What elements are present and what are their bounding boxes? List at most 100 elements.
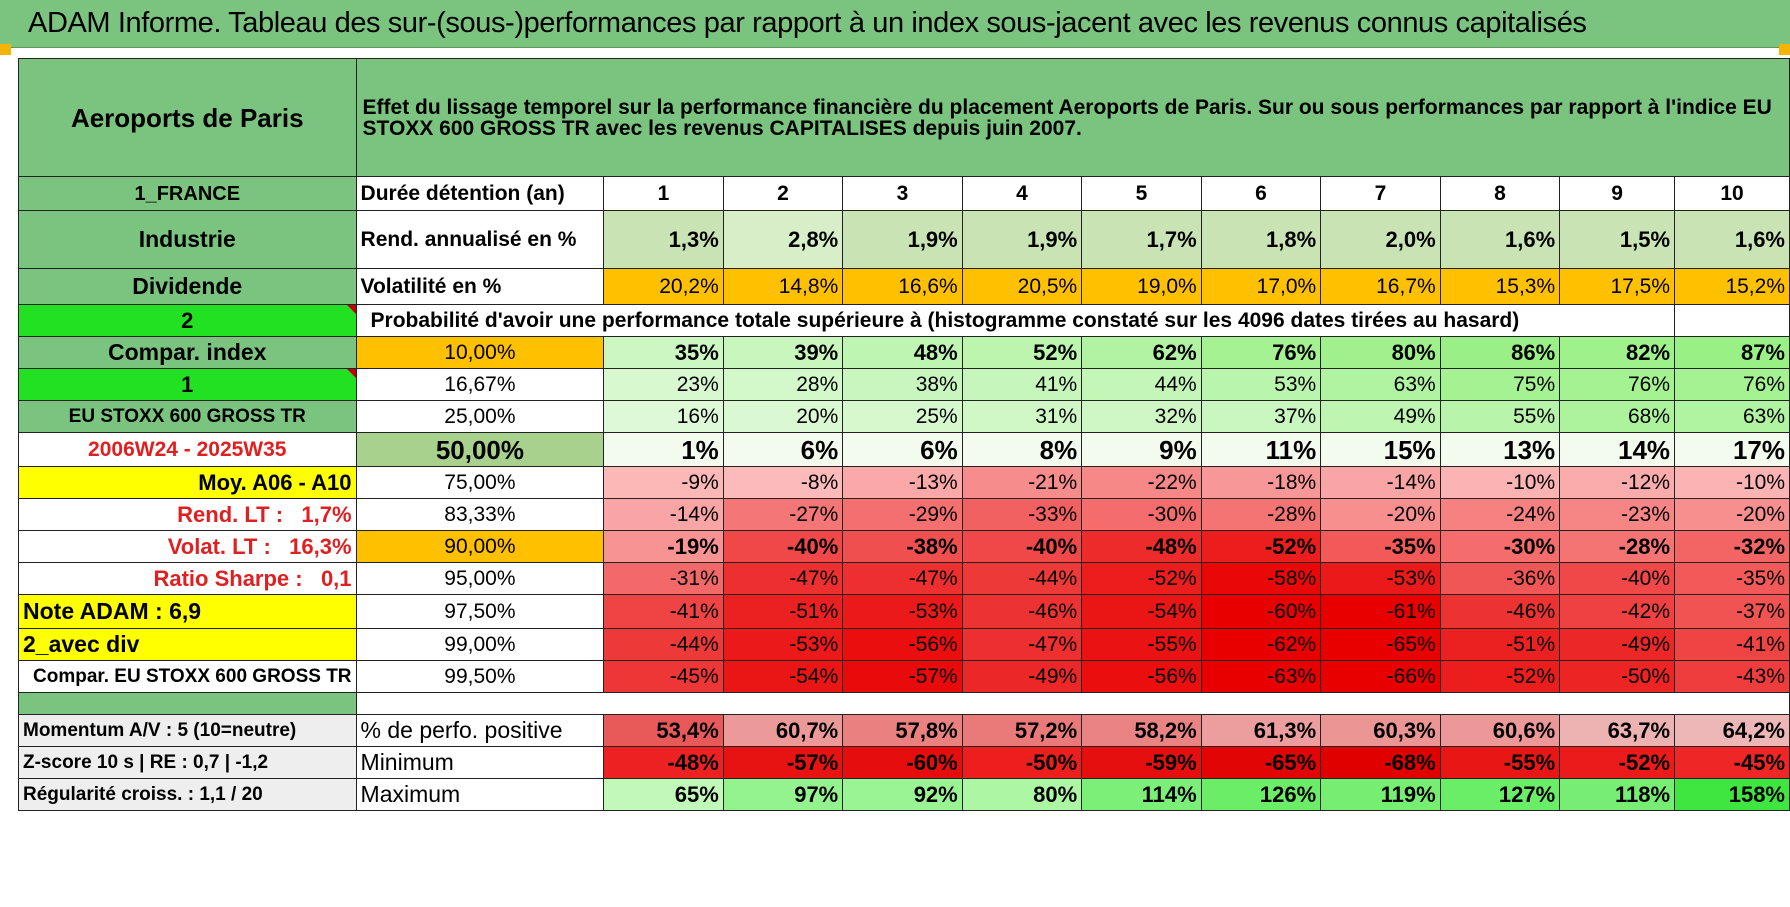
- rend-cell: 1,5%: [1559, 210, 1676, 269]
- probability-cell: -62%: [1200, 628, 1322, 661]
- maximum-cell: 114%: [1081, 778, 1202, 811]
- probability-cell: -51%: [1439, 628, 1561, 661]
- probability-cell: -20%: [1674, 498, 1790, 531]
- zscore-label: Z-score 10 s | RE : 0,7 | -1,2: [18, 746, 357, 779]
- year-header: 8: [1439, 176, 1561, 211]
- positive-cell: 60,6%: [1439, 714, 1561, 747]
- probability-cell: -47%: [722, 562, 844, 595]
- positive-cell: 58,2%: [1081, 714, 1202, 747]
- positive-cell: 60,7%: [722, 714, 844, 747]
- probability-cell: -33%: [961, 498, 1083, 531]
- gap-cell: [18, 692, 357, 715]
- probability-cell: 20%: [722, 400, 844, 433]
- probability-cell: -14%: [1320, 466, 1441, 499]
- sector-label: Industrie: [18, 210, 357, 269]
- probability-cell: 44%: [1081, 368, 1202, 401]
- probability-cell: -30%: [1439, 530, 1561, 563]
- probability-cell: -24%: [1439, 498, 1561, 531]
- probability-cell: -28%: [1200, 498, 1322, 531]
- probability-cell: -22%: [1081, 466, 1202, 499]
- probability-cell: 32%: [1081, 400, 1202, 433]
- regularite-label: Régularité croiss. : 1,1 / 20: [18, 778, 357, 811]
- probability-cell: 62%: [1081, 336, 1202, 369]
- probability-cell: 15%: [1320, 432, 1441, 467]
- empty-cell: [1559, 304, 1676, 337]
- probability-cell: -57%: [842, 660, 963, 693]
- performance-table: Aeroports de Paris Effet du lissage temp…: [18, 58, 1790, 811]
- probability-cell: 23%: [603, 368, 724, 401]
- country-label: 1_FRANCE: [18, 176, 357, 211]
- probability-cell: 6%: [842, 432, 963, 467]
- probability-cell: 49%: [1320, 400, 1441, 433]
- minimum-cell: -50%: [961, 746, 1083, 779]
- probability-cell: 53%: [1200, 368, 1322, 401]
- positive-cell: 57,2%: [961, 714, 1083, 747]
- momentum-label: Momentum A/V : 5 (10=neutre): [18, 714, 357, 747]
- probability-cell: -53%: [722, 628, 844, 661]
- level-cell: 10,00%: [355, 336, 605, 369]
- year-header: 3: [842, 176, 963, 211]
- probability-cell: 48%: [842, 336, 963, 369]
- probability-cell: 63%: [1674, 400, 1790, 433]
- gap-cell: [355, 692, 1790, 715]
- probability-cell: -46%: [1439, 594, 1561, 629]
- year-header: 9: [1559, 176, 1676, 211]
- probability-cell: 68%: [1559, 400, 1676, 433]
- probability-cell: -8%: [722, 466, 844, 499]
- probability-cell: 76%: [1559, 368, 1676, 401]
- probability-cell: -49%: [1559, 628, 1676, 661]
- prob-title: Probabilité d'avoir une performance tota…: [355, 304, 1560, 337]
- corner-marker: [1779, 44, 1790, 55]
- probability-cell: -23%: [1559, 498, 1676, 531]
- level-cell: 90,00%: [355, 530, 605, 563]
- probability-cell: -48%: [1081, 530, 1202, 563]
- probability-cell: -42%: [1559, 594, 1676, 629]
- year-header: 7: [1320, 176, 1441, 211]
- probability-cell: 6%: [722, 432, 844, 467]
- probability-cell: -31%: [603, 562, 724, 595]
- probability-cell: -12%: [1559, 466, 1676, 499]
- probability-cell: -66%: [1320, 660, 1441, 693]
- probability-cell: -51%: [722, 594, 844, 629]
- probability-cell: -9%: [603, 466, 724, 499]
- compar-label: Compar. EU STOXX 600 GROSS TR: [18, 660, 357, 693]
- probability-cell: -41%: [1674, 628, 1790, 661]
- probability-cell: -65%: [1320, 628, 1441, 661]
- empty-cell: [1674, 304, 1790, 337]
- max-label: Maximum: [355, 778, 605, 811]
- maximum-cell: 127%: [1439, 778, 1561, 811]
- dividend-label: Dividende: [18, 268, 357, 305]
- positive-cell: 63,7%: [1559, 714, 1676, 747]
- probability-cell: -61%: [1320, 594, 1441, 629]
- year-header: 4: [961, 176, 1083, 211]
- minimum-cell: -45%: [1674, 746, 1790, 779]
- probability-cell: -37%: [1674, 594, 1790, 629]
- probability-cell: -45%: [603, 660, 724, 693]
- probability-cell: 55%: [1439, 400, 1561, 433]
- maximum-cell: 118%: [1559, 778, 1676, 811]
- level-cell: 99,00%: [355, 628, 605, 661]
- rend-cell: 1,9%: [842, 210, 963, 269]
- probability-cell: 11%: [1200, 432, 1322, 467]
- probability-cell: -53%: [1320, 562, 1441, 595]
- minimum-cell: -48%: [603, 746, 724, 779]
- probability-cell: 17%: [1674, 432, 1790, 467]
- probability-cell: -40%: [722, 530, 844, 563]
- probability-cell: -47%: [961, 628, 1083, 661]
- probability-cell: -30%: [1081, 498, 1202, 531]
- probability-cell: 41%: [961, 368, 1083, 401]
- volatility-cell: 15,3%: [1439, 268, 1561, 305]
- volatility-cell: 15,2%: [1674, 268, 1790, 305]
- volatility-cell: 20,5%: [961, 268, 1083, 305]
- rend-cell: 1,9%: [961, 210, 1083, 269]
- level-cell: 99,50%: [355, 660, 605, 693]
- probability-cell: 87%: [1674, 336, 1790, 369]
- rend-label: Rend. annualisé en %: [355, 210, 605, 269]
- rend-cell: 1,6%: [1439, 210, 1561, 269]
- rend-cell: 1,7%: [1081, 210, 1202, 269]
- moy-label: Moy. A06 - A10: [18, 466, 357, 499]
- probability-cell: 75%: [1439, 368, 1561, 401]
- maximum-cell: 97%: [722, 778, 844, 811]
- probability-cell: -55%: [1081, 628, 1202, 661]
- positive-cell: 61,3%: [1200, 714, 1322, 747]
